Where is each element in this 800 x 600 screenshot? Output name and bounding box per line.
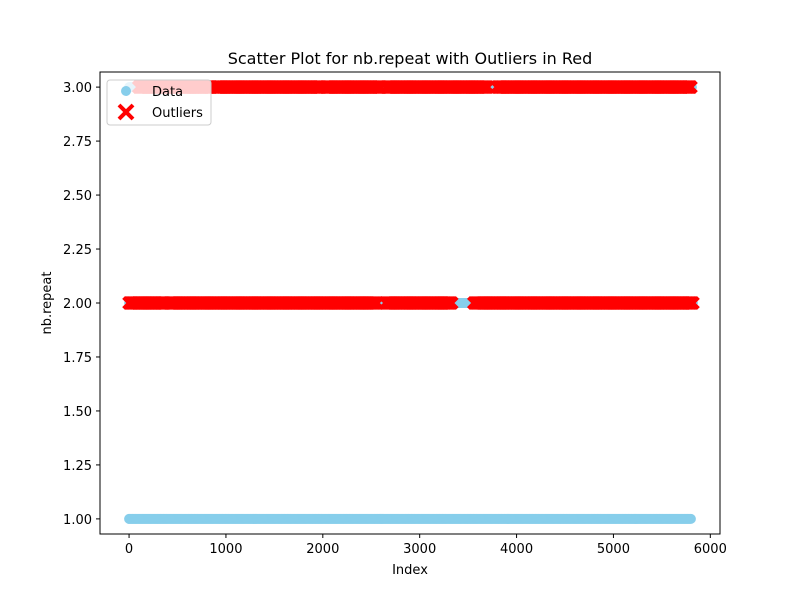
y-tick-label: 1.00 [63, 513, 92, 528]
data-layer [122, 80, 700, 524]
x-axis-label: Index [392, 563, 428, 578]
y-tick-label: 1.75 [63, 351, 92, 366]
x-tick-label: 6000 [694, 542, 727, 557]
legend: Data Outliers [106, 79, 212, 126]
x-tick-label: 5000 [597, 542, 630, 557]
x-tick-label: 1000 [209, 542, 242, 557]
y-tick-label: 2.50 [63, 189, 92, 204]
y-tick-label: 3.00 [63, 81, 92, 96]
legend-data-label: Data [152, 85, 183, 100]
x-tick-label: 0 [125, 542, 133, 557]
outlier-point [444, 296, 459, 310]
x-tick-label: 3000 [403, 542, 436, 557]
legend-data-marker [121, 86, 131, 96]
legend-outliers-marker [117, 103, 135, 121]
outlier-series-points [122, 80, 700, 310]
y-tick-label: 2.25 [63, 243, 92, 258]
y-axis-ticks: 1.00 1.25 1.50 1.75 2.00 2.25 2.50 2.75 3.00 [63, 81, 100, 528]
plot-area [99, 71, 721, 535]
y-tick-label: 1.25 [63, 459, 92, 474]
x-axis-ticks: 0 1000 2000 3000 4000 5000 6000 [125, 534, 727, 557]
y-tick-label: 2.75 [63, 135, 92, 150]
legend-outliers-label: Outliers [152, 106, 203, 121]
x-tick-label: 4000 [500, 542, 533, 557]
outlier-point [683, 80, 698, 95]
x-tick-label: 2000 [306, 542, 339, 557]
y-axis-label: nb.repeat [40, 272, 55, 335]
chart-title: Scatter Plot for nb.repeat with Outliers… [228, 49, 593, 68]
data-point [685, 513, 696, 524]
y-tick-label: 2.00 [63, 297, 92, 312]
y-tick-label: 1.50 [63, 405, 92, 420]
outlier-point [685, 296, 700, 310]
legend-box [106, 79, 212, 126]
